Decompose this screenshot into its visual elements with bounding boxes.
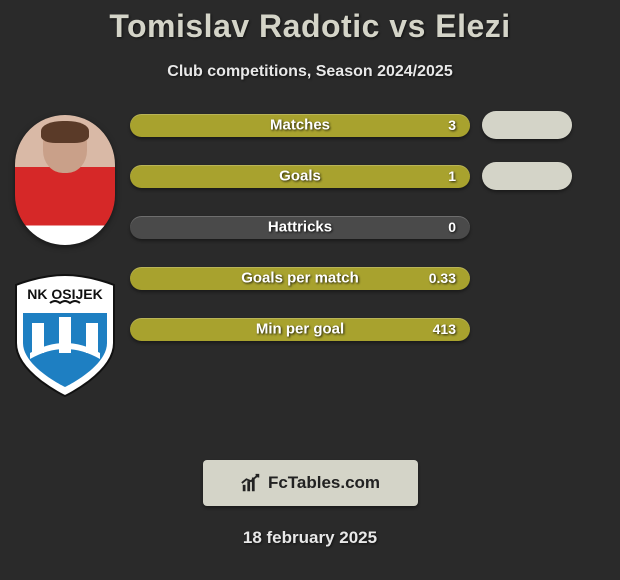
stat-label: Goals bbox=[279, 168, 321, 185]
player1-column: NK OSIJEK bbox=[0, 111, 130, 398]
footer-date: 18 february 2025 bbox=[0, 528, 620, 548]
stat-value-p1: 0.33 bbox=[429, 270, 456, 286]
stat-label: Min per goal bbox=[256, 321, 344, 338]
stat-label: Goals per match bbox=[241, 270, 359, 287]
stat-row-gpm: Goals per match 0.33 bbox=[130, 264, 610, 292]
comparison-content: NK OSIJEK Matches 3 Goals 1 Hattricks 0 bbox=[0, 111, 620, 398]
stat-pill-spacer bbox=[482, 315, 572, 343]
stat-label: Hattricks bbox=[268, 219, 332, 236]
brand-badge[interactable]: FcTables.com bbox=[203, 460, 418, 506]
stat-bar-hattricks: Hattricks 0 bbox=[130, 216, 470, 239]
stat-value-p1: 0 bbox=[448, 219, 456, 235]
brand-text: FcTables.com bbox=[268, 473, 380, 493]
stat-label: Matches bbox=[270, 117, 330, 134]
stat-row-matches: Matches 3 bbox=[130, 111, 610, 139]
stats-column: Matches 3 Goals 1 Hattricks 0 Goals per … bbox=[130, 111, 620, 398]
page-subtitle: Club competitions, Season 2024/2025 bbox=[0, 63, 620, 81]
stat-pill-spacer bbox=[482, 264, 572, 292]
stat-row-mpg: Min per goal 413 bbox=[130, 315, 610, 343]
stat-pill-p2 bbox=[482, 162, 572, 190]
stat-value-p1: 1 bbox=[448, 168, 456, 184]
stat-pill-p2 bbox=[482, 111, 572, 139]
stat-row-goals: Goals 1 bbox=[130, 162, 610, 190]
stat-bar-goals: Goals 1 bbox=[130, 165, 470, 188]
stat-pill-spacer bbox=[482, 213, 572, 241]
player1-club-crest: NK OSIJEK bbox=[10, 273, 120, 398]
chart-icon bbox=[240, 472, 262, 494]
stat-bar-matches: Matches 3 bbox=[130, 114, 470, 137]
stat-row-hattricks: Hattricks 0 bbox=[130, 213, 610, 241]
stat-value-p1: 3 bbox=[448, 117, 456, 133]
svg-text:NK OSIJEK: NK OSIJEK bbox=[27, 286, 102, 302]
stat-bar-mpg: Min per goal 413 bbox=[130, 318, 470, 341]
stat-bar-gpm: Goals per match 0.33 bbox=[130, 267, 470, 290]
player1-photo bbox=[15, 115, 115, 245]
page-title: Tomislav Radotic vs Elezi bbox=[0, 0, 620, 45]
stat-value-p1: 413 bbox=[433, 321, 456, 337]
